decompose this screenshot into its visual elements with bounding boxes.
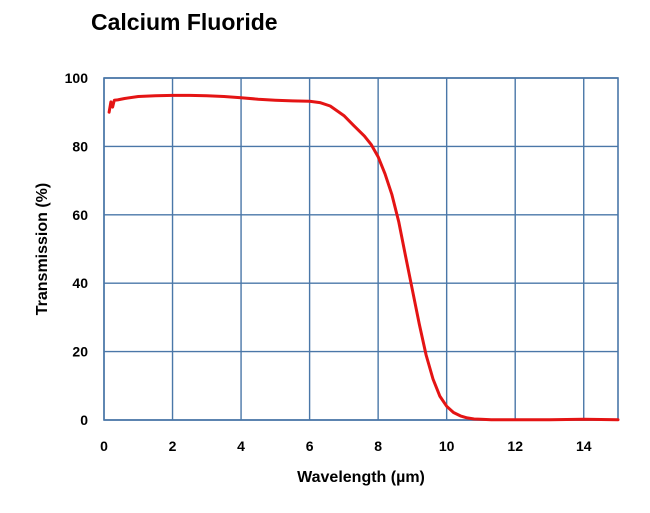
x-tick-label: 6 xyxy=(306,438,314,454)
plot-frame xyxy=(103,77,619,421)
chart-title: Calcium Fluoride xyxy=(91,9,278,35)
x-tick-label: 8 xyxy=(374,438,382,454)
x-tick-label: 10 xyxy=(439,438,455,454)
y-tick-label: 80 xyxy=(72,138,88,154)
x-axis-label: Wavelength (µm) xyxy=(297,469,425,486)
x-axis-ticks: 0 2 4 6 8 10 12 14 xyxy=(100,438,592,454)
x-tick-label: 12 xyxy=(507,438,523,454)
y-tick-label: 60 xyxy=(72,207,88,223)
x-tick-label: 2 xyxy=(169,438,177,454)
y-axis-ticks: 0 20 40 60 80 100 xyxy=(65,70,89,428)
y-tick-label: 40 xyxy=(72,275,88,291)
y-tick-label: 0 xyxy=(80,412,88,428)
y-tick-label: 100 xyxy=(65,70,89,86)
x-tick-label: 14 xyxy=(576,438,592,454)
y-tick-label: 20 xyxy=(72,344,88,360)
grid xyxy=(103,77,619,421)
y-axis-label: Transmission (%) xyxy=(34,183,51,315)
x-tick-label: 4 xyxy=(237,438,245,454)
transmission-curve xyxy=(107,93,620,422)
x-tick-label: 0 xyxy=(100,438,108,454)
